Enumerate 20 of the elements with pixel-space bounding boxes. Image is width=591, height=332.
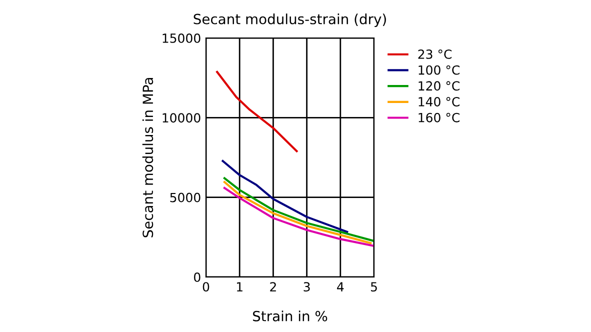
legend-label: 100 °C bbox=[418, 65, 460, 75]
legend-label: 140 °C bbox=[418, 97, 460, 106]
x-tick-label: 3 bbox=[304, 282, 310, 292]
legend-label: 160 °C bbox=[418, 112, 460, 122]
x-tick-label: 5 bbox=[370, 282, 377, 292]
y-tick-label: 10000 bbox=[162, 113, 200, 123]
y-tick-label: 5000 bbox=[170, 192, 200, 202]
x-axis-title: Strain in % bbox=[253, 310, 328, 322]
x-tick-label: 1 bbox=[236, 282, 242, 292]
y-tick-label: 15000 bbox=[162, 33, 200, 43]
x-tick-label: 2 bbox=[270, 282, 276, 292]
x-tick-label: 4 bbox=[337, 282, 344, 292]
line-series bbox=[216, 70, 298, 152]
line-series bbox=[222, 160, 348, 233]
chart-title: Secant modulus-strain (dry) bbox=[194, 14, 386, 27]
legend-label: 23 °C bbox=[418, 49, 452, 59]
legend-label: 120 °C bbox=[418, 81, 460, 91]
x-tick-label: 0 bbox=[202, 282, 210, 292]
y-tick-label: 0 bbox=[194, 272, 200, 282]
y-axis-title: Secant modulus in MPa bbox=[142, 78, 154, 238]
